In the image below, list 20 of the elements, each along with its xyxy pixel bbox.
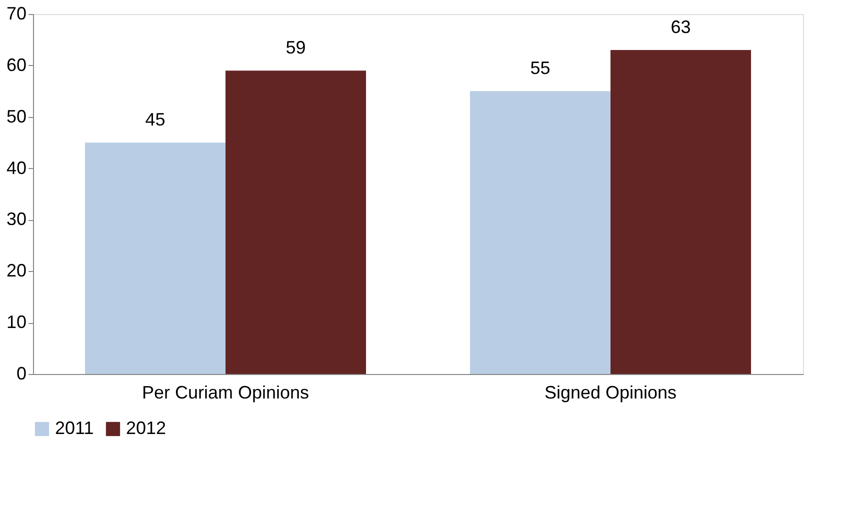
data-label: 45 [145,110,166,130]
data-label: 63 [670,17,691,37]
y-tick-label: 20 [6,260,26,281]
bar [470,91,610,374]
y-tick-label: 50 [6,106,26,126]
y-tick-label: 10 [6,312,26,332]
legend-label: 2011 [55,418,94,438]
x-tick-label: Signed Opinions [544,382,677,402]
y-tick-label: 40 [6,158,26,178]
bar [610,50,752,374]
legend-label: 2012 [126,418,166,438]
y-tick-label: 60 [6,54,26,75]
data-label: 59 [286,38,306,58]
bar [84,142,226,374]
data-label: 55 [530,58,550,78]
x-tick-label: Per Curiam Opinions [142,382,310,402]
y-tick-label: 0 [16,364,26,384]
bar [226,70,366,374]
y-tick-label: 30 [6,209,26,230]
y-tick-label: 70 [6,4,26,24]
